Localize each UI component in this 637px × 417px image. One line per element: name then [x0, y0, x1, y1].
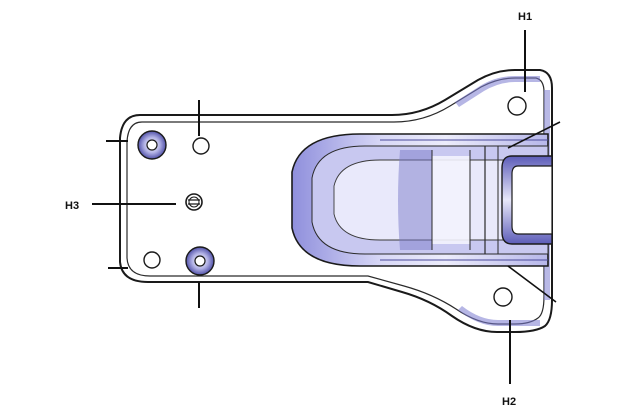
label-h1: H1: [518, 11, 532, 23]
channel-shadow-band: [432, 156, 470, 244]
hole-top: [192, 137, 210, 155]
screw-hole-center: [185, 193, 203, 211]
flange-shading-bottom: [458, 306, 540, 326]
label-h3: H3: [65, 200, 79, 212]
label-h2: H2: [502, 396, 516, 408]
hole-bottom-left: [143, 251, 161, 269]
leader-right-bottom: [507, 265, 557, 303]
countersunk-hole-top-left: [137, 130, 167, 160]
leader-right-top: [507, 121, 561, 149]
countersunk-hole-bottom: [185, 246, 215, 276]
flange-shading-top: [455, 76, 540, 107]
hole-h2: [493, 287, 513, 307]
hole-h1: [507, 96, 527, 116]
channel-shadow-left: [398, 150, 432, 250]
end-slot-inner: [511, 165, 553, 235]
